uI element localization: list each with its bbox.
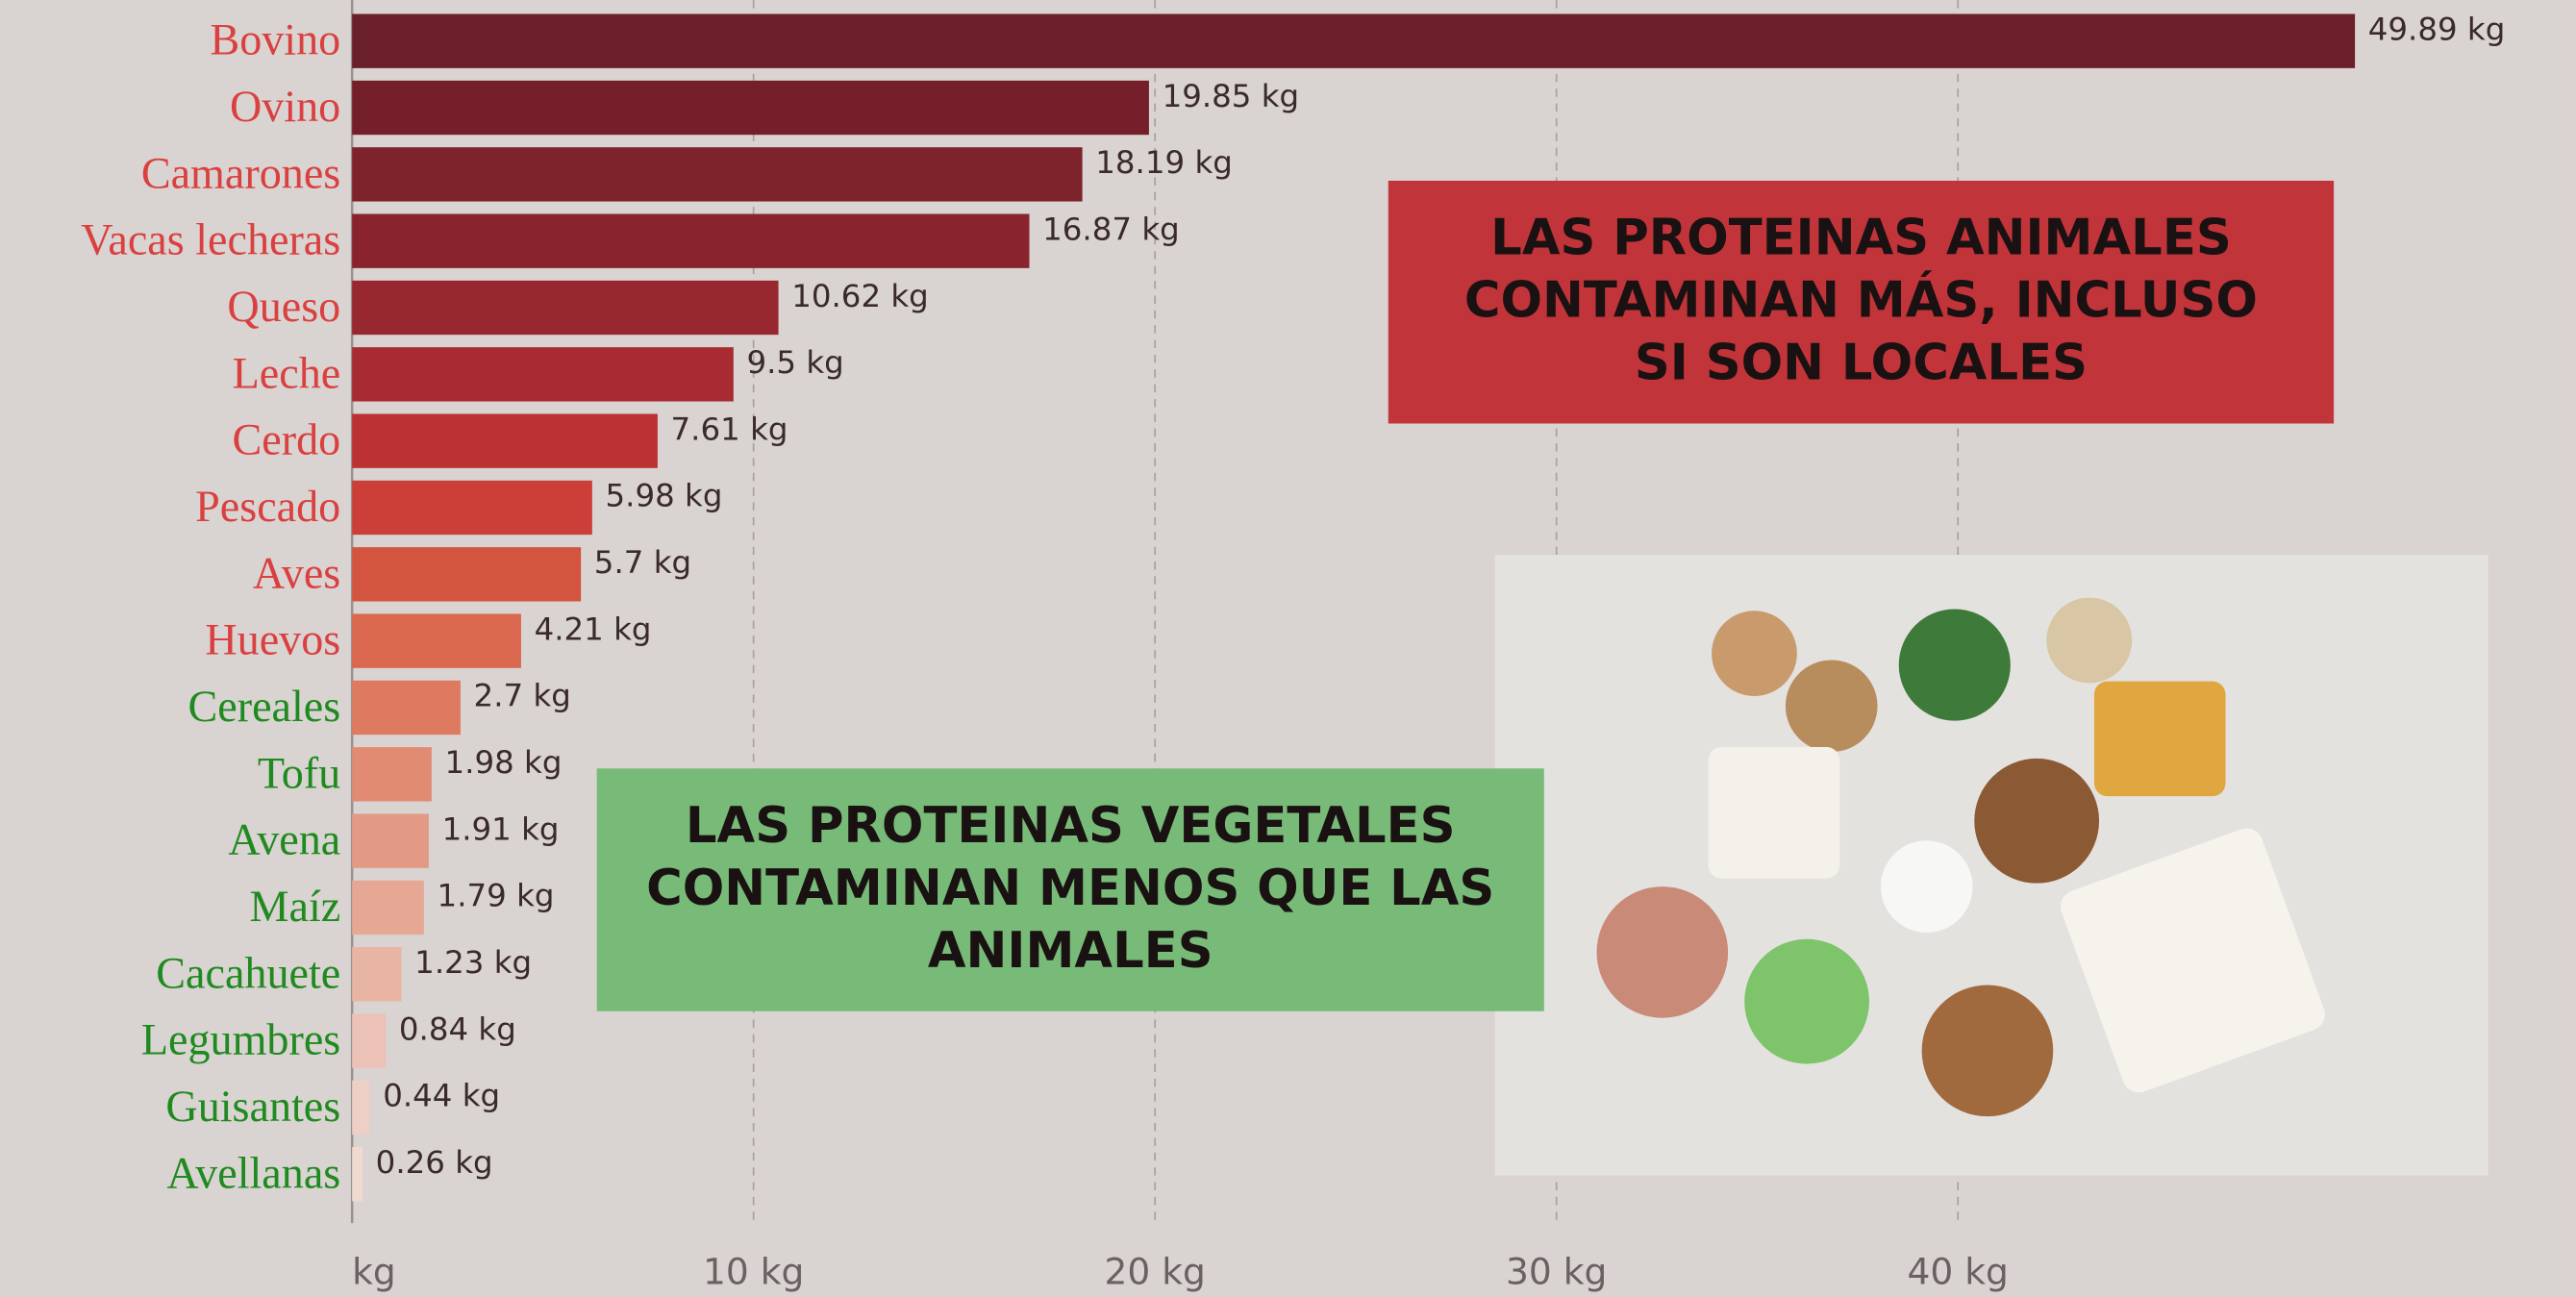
annotation-box: LAS PROTEINAS VEGETALES CONTAMINAN MENOS…: [597, 768, 1544, 1011]
value-label: 1.91 kg: [442, 811, 560, 847]
category-label: Cacahuete: [156, 948, 340, 997]
bar: [352, 613, 521, 667]
value-label: 5.7 kg: [594, 544, 691, 581]
category-label: Legumbres: [141, 1015, 340, 1064]
value-label: 1.79 kg: [438, 878, 555, 914]
value-label: 0.26 kg: [376, 1144, 493, 1181]
x-tick-label: 40 kg: [1908, 1250, 2009, 1292]
x-tick-label: 10 kg: [703, 1250, 804, 1292]
category-label: Bovino: [210, 15, 340, 64]
bar: [352, 281, 778, 335]
bar: [352, 813, 429, 867]
value-label: 4.21 kg: [535, 611, 652, 647]
bar: [352, 213, 1029, 267]
category-label: Cereales: [188, 682, 341, 731]
bar: [352, 747, 432, 801]
category-label: Camarones: [141, 148, 340, 197]
annotation: LAS PROTEINAS VEGETALES CONTAMINAN MENOS…: [597, 768, 1544, 1011]
value-label: 0.84 kg: [399, 1010, 516, 1047]
annotation-box: LAS PROTEINAS ANIMALES CONTAMINAN MÁS, I…: [1388, 181, 2335, 424]
bar: [352, 413, 658, 467]
value-label: 9.5 kg: [746, 344, 843, 381]
bar: [352, 14, 2355, 68]
value-label: 16.87 kg: [1042, 211, 1180, 247]
value-label: 1.23 kg: [414, 944, 532, 981]
x-tick-label: 30 kg: [1506, 1250, 1607, 1292]
value-label: 10.62 kg: [791, 278, 929, 314]
bar: [352, 481, 592, 535]
value-label: 7.61 kg: [671, 411, 788, 447]
bar: [352, 1013, 386, 1067]
bar: [352, 1147, 363, 1201]
page: kg 10 kg 20 kg 30 kg 40 kg Bovino 49.89 kg Ovi…: [0, 0, 2576, 1297]
value-label: 18.19 kg: [1095, 144, 1233, 181]
bar: [352, 681, 461, 735]
annotation: LAS PROTEINAS ANIMALES CONTAMINAN MÁS, I…: [1388, 181, 2335, 424]
bar: [352, 347, 734, 401]
bar: [352, 147, 1082, 201]
category-label: Tofu: [258, 748, 340, 797]
category-label: Pescado: [195, 482, 340, 531]
bar: [352, 881, 424, 935]
x-tick-label: kg: [352, 1250, 396, 1292]
category-label: Ovino: [230, 82, 340, 131]
category-label: Avena: [228, 815, 340, 864]
x-tick-label: 20 kg: [1105, 1250, 1206, 1292]
value-label: 49.89 kg: [2368, 11, 2506, 47]
category-label: Guisantes: [165, 1082, 340, 1131]
value-label: 2.7 kg: [474, 678, 571, 714]
bar: [352, 81, 1149, 135]
bar: [352, 1081, 369, 1135]
value-label: 19.85 kg: [1163, 78, 1300, 114]
category-label: Leche: [233, 348, 341, 397]
category-label: Maíz: [249, 882, 340, 931]
category-label: Huevos: [205, 615, 340, 664]
category-label: Aves: [253, 548, 340, 597]
value-label: 0.44 kg: [383, 1078, 500, 1114]
category-label: Avellanas: [166, 1148, 340, 1197]
chart: kg 10 kg 20 kg 30 kg 40 kg Bovino 49.89 kg Ovi…: [0, 0, 2576, 1297]
food-photo: [1495, 555, 2488, 1175]
value-label: 5.98 kg: [606, 478, 723, 514]
category-label: Vacas lecheras: [81, 215, 340, 264]
value-label: 1.98 kg: [444, 744, 562, 781]
bar: [352, 947, 401, 1001]
bar: [352, 547, 581, 601]
category-label: Cerdo: [233, 415, 341, 464]
category-label: Queso: [227, 282, 340, 331]
